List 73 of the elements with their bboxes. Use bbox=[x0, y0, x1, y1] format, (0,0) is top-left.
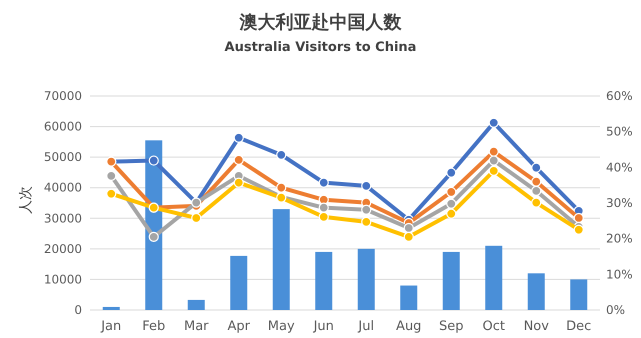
x-tick-label: Oct bbox=[482, 319, 505, 334]
point bbox=[574, 212, 584, 224]
point bbox=[488, 155, 499, 166]
y-tick-label: 0 bbox=[74, 303, 82, 317]
x-tick-label: Jan bbox=[100, 319, 122, 334]
point bbox=[404, 222, 414, 234]
x-tick-label: Jun bbox=[312, 319, 334, 334]
point bbox=[106, 188, 116, 199]
point bbox=[318, 178, 329, 188]
bar bbox=[230, 256, 248, 310]
point bbox=[234, 178, 244, 188]
y2-tick-label: 10% bbox=[606, 267, 633, 282]
point bbox=[191, 212, 202, 224]
x-tick-label: Feb bbox=[142, 319, 166, 334]
point bbox=[446, 186, 456, 198]
point bbox=[318, 212, 329, 222]
x-tick-label: May bbox=[268, 319, 295, 334]
x-tick-label: Aug bbox=[396, 319, 422, 334]
y-tick-label: 50000 bbox=[44, 150, 82, 164]
point bbox=[574, 224, 584, 235]
point bbox=[531, 198, 542, 208]
bar bbox=[485, 246, 502, 310]
y2-tick-label: 40% bbox=[606, 160, 633, 174]
x-tick-label: Dec bbox=[566, 319, 592, 334]
point bbox=[488, 166, 499, 176]
bar bbox=[442, 252, 460, 310]
point bbox=[148, 155, 159, 166]
x-tick-label: Sep bbox=[438, 319, 464, 334]
bar bbox=[400, 286, 418, 310]
bar bbox=[570, 279, 588, 310]
y-axis-title: 人次 bbox=[18, 186, 34, 214]
point bbox=[148, 232, 159, 242]
point bbox=[488, 118, 499, 128]
point bbox=[531, 176, 542, 187]
y2-tick-label: 0% bbox=[606, 303, 626, 317]
y-tick-label: 40000 bbox=[44, 180, 82, 195]
point bbox=[361, 180, 372, 191]
point bbox=[106, 170, 116, 181]
bar bbox=[102, 306, 120, 310]
y-tick-label: 10000 bbox=[44, 272, 82, 286]
point bbox=[531, 186, 542, 196]
bar bbox=[528, 273, 545, 310]
y-tick-label: 20000 bbox=[44, 242, 82, 256]
point bbox=[488, 146, 499, 157]
point bbox=[446, 168, 456, 178]
bar bbox=[272, 209, 290, 310]
point bbox=[404, 232, 414, 242]
point bbox=[446, 208, 456, 219]
point bbox=[361, 216, 372, 228]
bar bbox=[188, 300, 205, 310]
point bbox=[276, 150, 286, 160]
y-tick-label: 30000 bbox=[44, 211, 82, 226]
bar bbox=[358, 248, 375, 310]
y2-tick-label: 60% bbox=[606, 89, 633, 103]
point bbox=[276, 182, 286, 193]
x-tick-label: Apr bbox=[228, 319, 251, 334]
x-tick-label: Jul bbox=[357, 319, 374, 334]
x-tick-label: Nov bbox=[524, 319, 550, 334]
chart-title: 澳大利亚赴中国人数 bbox=[238, 12, 402, 33]
point bbox=[531, 162, 542, 173]
point bbox=[318, 202, 329, 213]
y-tick-label: 70000 bbox=[44, 89, 82, 103]
y2-tick-label: 50% bbox=[606, 124, 633, 139]
point bbox=[446, 198, 456, 209]
y2-tick-label: 30% bbox=[606, 196, 633, 210]
point bbox=[234, 154, 244, 165]
y2-tick-label: 20% bbox=[606, 232, 633, 246]
point bbox=[361, 204, 372, 215]
x-tick-label: Mar bbox=[184, 319, 210, 334]
bar bbox=[315, 252, 332, 310]
point bbox=[234, 132, 244, 143]
y-tick-label: 60000 bbox=[44, 120, 82, 134]
chart-subtitle: Australia Visitors to China bbox=[224, 40, 416, 55]
